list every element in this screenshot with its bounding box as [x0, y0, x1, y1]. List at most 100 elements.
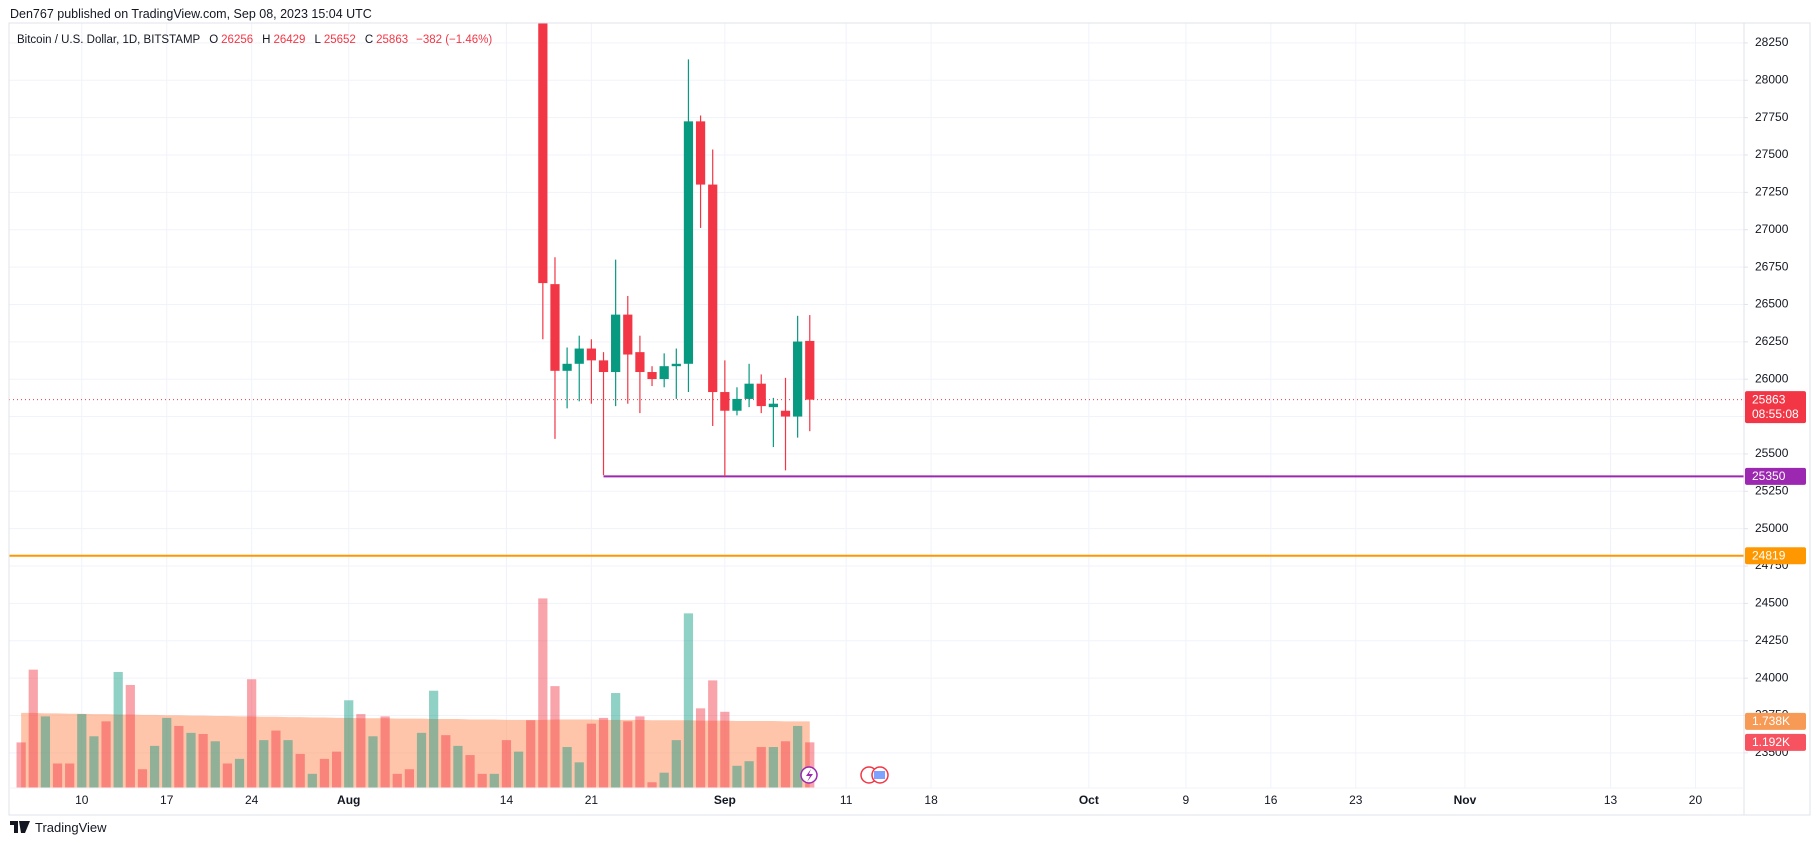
publish-info: Den767 published on TradingView.com, Sep… [10, 7, 372, 21]
volume-bar [671, 740, 681, 788]
y-tick-label: 25250 [1755, 483, 1789, 497]
volume-bar [271, 730, 281, 788]
volume-bar [174, 725, 184, 788]
volume-bar [659, 772, 669, 788]
volume-bar [137, 769, 148, 788]
volume-bar [635, 716, 645, 788]
volume-ma-badge [1745, 712, 1806, 730]
volume-bar [28, 669, 38, 788]
volume-bar [198, 733, 208, 788]
volume-bar [259, 740, 269, 788]
candle-body [732, 398, 742, 411]
volume-badge-label: 1.192K [1752, 735, 1790, 749]
x-tick-label: 14 [500, 793, 514, 807]
footer-brand: TradingView [35, 819, 107, 835]
volume-bar [319, 758, 330, 788]
x-tick-label: Oct [1079, 793, 1099, 807]
y-tick-label: 26250 [1755, 334, 1789, 348]
symbol-title[interactable]: Bitcoin / U.S. Dollar, 1D, BITSTAMP [17, 34, 201, 46]
volume-bar [52, 763, 63, 788]
events[interactable] [800, 766, 889, 784]
x-tick-label: 11 [840, 793, 853, 807]
volume-bar [793, 725, 803, 788]
volume-bar [162, 717, 172, 788]
y-tick-label: 26750 [1755, 259, 1789, 273]
volume-bar [489, 773, 499, 788]
volume-bar [756, 747, 766, 788]
volume-bar [623, 721, 633, 788]
candle-body [793, 341, 803, 417]
volume-bar [65, 763, 75, 788]
volume-bar [683, 613, 694, 788]
volume-bar [16, 742, 26, 788]
footer[interactable]: TradingView [10, 817, 107, 837]
volume-bar [805, 742, 815, 788]
y-tick-label: 26500 [1755, 297, 1789, 311]
x-tick-label: Sep [714, 793, 736, 807]
volume-bar [538, 598, 548, 788]
volume-bar [89, 736, 99, 788]
volume-bar [149, 745, 160, 788]
volume-bar [40, 716, 51, 788]
symbol-legend: Bitcoin / U.S. Dollar, 1D, BITSTAMP O 262… [17, 34, 492, 46]
candle-body [574, 348, 584, 364]
volume-bar [477, 773, 487, 788]
volume-bar [283, 740, 293, 788]
plot-area [9, 23, 1744, 788]
countdown-label: 08:55:08 [1752, 407, 1799, 421]
volume-bar [295, 753, 305, 788]
volume-ma-area [21, 712, 810, 788]
candle-body [647, 372, 657, 380]
volume-bar [574, 762, 584, 788]
candle-body [720, 392, 730, 411]
volume-bar [550, 686, 560, 788]
candle-body [586, 348, 596, 361]
legend-key: H [262, 34, 271, 46]
volume-bar [611, 693, 621, 788]
volume-bar [429, 690, 439, 788]
volume-bar [720, 711, 730, 788]
volume-bar [780, 741, 791, 788]
volume-bar [222, 763, 233, 788]
candle-body [611, 314, 621, 373]
x-tick-label: Nov [1454, 793, 1477, 807]
volume-bar [356, 714, 366, 788]
x-tick-label: 16 [1264, 793, 1278, 807]
flag-icon [874, 771, 885, 779]
y-tick-label: 26000 [1755, 371, 1789, 385]
x-tick-label: 24 [245, 793, 259, 807]
y-tick-label: 27750 [1755, 110, 1789, 124]
volume-bar [465, 755, 475, 788]
volume-bar [125, 684, 135, 788]
volume-bar [210, 741, 220, 788]
volume-bar [307, 773, 317, 788]
legend-key: L [314, 34, 321, 46]
y-tick-label: 25000 [1755, 521, 1789, 535]
candle-body [562, 363, 572, 371]
axes [8, 22, 1811, 816]
volume-bar [647, 782, 657, 788]
y-tick-label: 27250 [1755, 185, 1789, 199]
volume-ma-badge-label: 1.738K [1752, 714, 1790, 728]
candle-body [683, 121, 694, 364]
line-price-badge-label: 25350 [1752, 469, 1786, 483]
y-tick-label: 28250 [1755, 35, 1789, 49]
x-tick-label: 23 [1349, 793, 1363, 807]
volume-bar [732, 765, 742, 788]
volume-bar [368, 736, 378, 788]
volume-badge [1745, 733, 1806, 751]
line-price-badge-label: 24819 [1752, 548, 1786, 562]
volume-bar [392, 773, 402, 788]
candle-body [708, 184, 718, 393]
tv-logo [10, 821, 30, 833]
y-tick-label: 24500 [1755, 596, 1789, 610]
volume-bar [598, 717, 609, 788]
legend-value: 25652 [323, 34, 356, 46]
candle-body [780, 410, 791, 417]
last-price-badge-label: 25863 [1752, 392, 1786, 406]
candle-body [671, 363, 681, 367]
volume-bar [513, 751, 524, 788]
volume-bar [695, 708, 706, 788]
